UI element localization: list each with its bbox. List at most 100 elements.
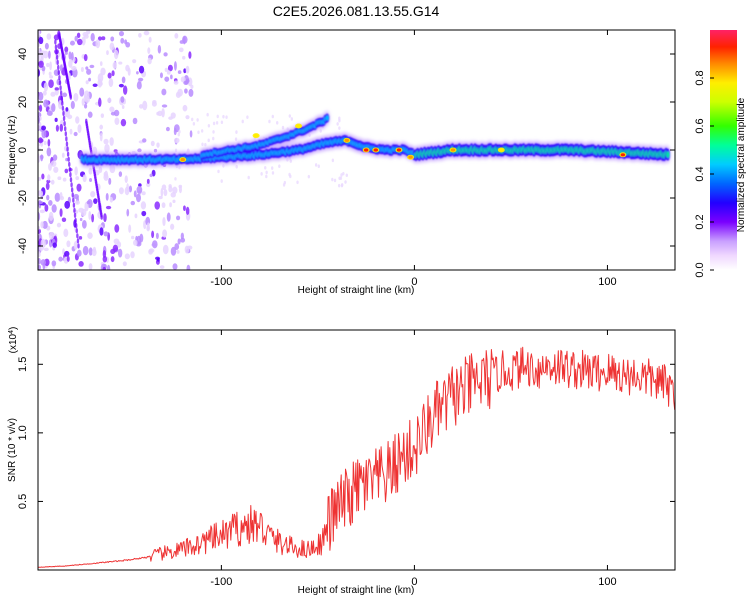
spectrogram-streak-blob: [77, 243, 80, 249]
snr-x-tick-label: 0: [411, 576, 417, 588]
spectrogram-noise-blob: [102, 266, 106, 270]
spectrogram-faint-blob: [290, 117, 294, 121]
spectrogram-noise-blob: [136, 81, 142, 90]
spectrogram-noise-blob: [161, 104, 168, 108]
spectrogram-noise-blob: [88, 167, 93, 175]
spectrogram-noise-blob: [157, 110, 163, 117]
spectrogram-faint-blob: [276, 121, 279, 125]
spectrogram-streak-blob: [76, 238, 80, 244]
snr-x-axis-label: Height of straight line (km): [298, 585, 415, 596]
snr-plot-area: [38, 330, 675, 570]
spectrogram-noise-blob: [38, 68, 41, 77]
spectrogram-noise-blob: [73, 92, 79, 102]
spectrogram-streak-blob: [64, 126, 67, 132]
track-peak: [180, 158, 185, 162]
colorbar-tick-label: 0.8: [694, 70, 706, 85]
spectrogram-faint-blob: [342, 171, 345, 176]
spectrogram-noise-blob: [68, 59, 73, 68]
colorbar-tick-label: 0.4: [694, 166, 706, 181]
spectrogram-noise-blob: [179, 47, 184, 53]
spectrogram-noise-blob: [68, 51, 72, 60]
spectrogram-panel: -100 0 100 -40 -20 0 20 40 Height of straight …: [7, 29, 676, 296]
spectrogram-noise-blob: [137, 148, 142, 153]
spectrogram-noise-blob: [170, 223, 175, 230]
spectrogram-faint-blob: [289, 159, 293, 163]
spectrogram-noise-blob: [95, 39, 101, 49]
spectrogram-noise-blob: [48, 211, 54, 221]
spectrogram-noise-blob: [170, 246, 177, 256]
spectrogram-noise-blob: [84, 201, 89, 212]
spectrogram-noise-blob: [82, 174, 87, 183]
spectrogram-noise-blob: [64, 168, 69, 174]
spectrogram-noise-blob: [163, 52, 168, 57]
spectrogram-faint-blob: [197, 130, 200, 135]
spectrogram-noise-blob: [126, 208, 130, 217]
spectrogram-noise-blob: [38, 36, 44, 45]
spectrogram-faint-blob: [204, 142, 207, 147]
spectrogram-faint-blob: [345, 173, 349, 178]
spectrogram-x-tick-label: 0: [411, 276, 417, 288]
spectrogram-noise-blob: [78, 235, 83, 240]
spectrogram-noise-blob: [109, 106, 115, 113]
spectrogram-noise-blob: [102, 255, 108, 263]
spectrogram-noise-blob: [132, 117, 138, 125]
snr-x-tick-label: 100: [598, 576, 616, 588]
spectrogram-noise-blob: [74, 200, 80, 205]
spectrogram-noise-blob: [118, 187, 124, 195]
spectrogram-noise-blob: [38, 30, 41, 38]
spectrogram-noise-blob: [85, 80, 89, 85]
spectrogram-noise-blob: [38, 115, 41, 125]
spectrogram-streak-blob: [75, 228, 78, 234]
spectrogram-streak-blob: [62, 110, 65, 116]
spectrogram-noise-blob: [59, 123, 64, 132]
spectrogram-noise-blob: [136, 71, 139, 75]
spectrogram-noise-blob: [148, 36, 152, 43]
spectrogram-streak-blob: [60, 95, 63, 101]
spectrogram-noise-blob: [81, 98, 85, 106]
spectrogram-noise-blob: [48, 231, 55, 240]
spectrogram-streak-blob: [100, 214, 103, 220]
spectrogram-peaks: [179, 123, 627, 163]
spectrogram-noise-blob: [133, 239, 138, 246]
spectrogram-noise-blob: [106, 264, 111, 270]
spectrogram-streak-blob: [69, 177, 73, 183]
spectrogram-noise-blob: [184, 88, 188, 94]
spectrogram-streak-blob: [57, 64, 60, 71]
spectrogram-faint-blob: [207, 138, 210, 143]
spectrogram-noise-blob: [161, 202, 166, 209]
spectrogram-noise-blob: [54, 117, 58, 122]
spectrogram-faint-blob: [281, 125, 285, 130]
spectrogram-noise-blob: [183, 205, 186, 212]
spectrogram-noise-blob: [98, 97, 102, 108]
spectrogram-noise-blob: [143, 30, 150, 36]
spectrogram-noise-blob: [128, 224, 132, 233]
snr-multiplier-base: (x10: [8, 333, 19, 353]
spectrogram-noise-blob: [75, 116, 80, 124]
figure-title: C2E5.2026.081.13.55.G14: [273, 3, 440, 19]
spectrogram-streak-blob: [68, 161, 71, 167]
spectrogram-noise-blob: [185, 115, 190, 120]
spectrogram-noise-blob: [124, 253, 130, 260]
spectrogram-streak-blob: [59, 90, 63, 96]
spectrogram-noise-blob: [164, 76, 170, 82]
spectrogram-streak-blob: [66, 146, 69, 152]
spectrogram-faint-blob: [216, 114, 219, 119]
spectrogram-noise-blob: [172, 199, 176, 204]
spectrogram-noise-blob: [180, 76, 186, 83]
spectrogram-noise-blob: [122, 261, 127, 267]
spectrogram-noise-blob: [108, 78, 114, 88]
spectrogram-faint-blob: [235, 164, 238, 169]
spectrogram-noise-blob: [82, 219, 87, 229]
spectrogram-faint-blob: [177, 132, 180, 137]
spectrogram-noise-blob: [76, 38, 83, 46]
snr-x-tick-label: -100: [210, 576, 232, 588]
spectrogram-noise-blob: [46, 33, 52, 40]
spectrogram-noise-blob: [110, 111, 116, 116]
spectrogram-noise-blob: [53, 166, 59, 173]
colorbar-tick-label: 0.2: [694, 214, 706, 229]
spectrogram-noise-blob: [130, 200, 136, 206]
spectrogram-noise-blob: [52, 242, 57, 248]
spectrogram-noise-blob: [48, 163, 52, 171]
spectrogram-noise-blob: [70, 52, 74, 61]
spectrogram-noise-blob: [99, 61, 103, 67]
